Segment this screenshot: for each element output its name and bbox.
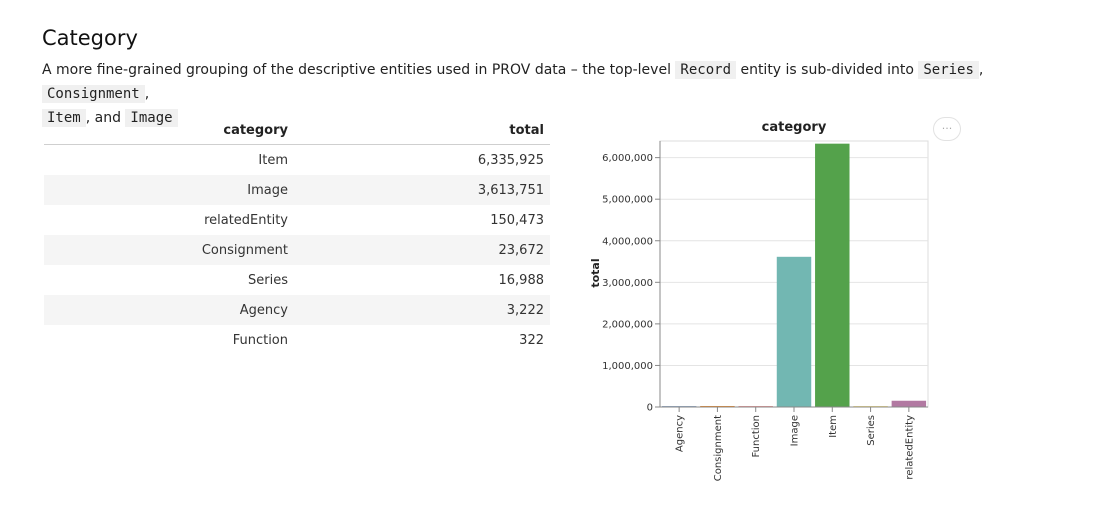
x-tick-label: Item bbox=[828, 415, 839, 438]
chart-title: category bbox=[762, 120, 827, 135]
axis-layer: 0 1,000,000 2,000,000 3,000,000 4,000,000 5,0… bbox=[602, 141, 928, 481]
cell-total: 16,988 bbox=[498, 272, 545, 288]
cell-total: 3,222 bbox=[294, 295, 550, 325]
description-separator-1: , bbox=[978, 62, 984, 78]
column-header-category: category bbox=[44, 116, 294, 145]
x-tick-label: Series bbox=[866, 415, 877, 446]
cell-category: relatedEntity bbox=[204, 212, 288, 228]
column-header-total: total bbox=[294, 116, 550, 145]
x-tick-label: Consignment bbox=[713, 415, 724, 481]
bar-Image[interactable] bbox=[776, 256, 812, 407]
x-tick-label: Agency bbox=[675, 415, 686, 452]
table-row: Consignment 23,672 bbox=[44, 235, 550, 265]
y-tick-label: 4,000,000 bbox=[602, 236, 653, 247]
table-header-row: category total bbox=[44, 116, 550, 145]
table-row: Item 6,335,925 bbox=[44, 145, 550, 176]
y-tick-label: 2,000,000 bbox=[602, 319, 653, 330]
cell-total: 322 bbox=[519, 332, 544, 348]
y-tick-label: 6,000,000 bbox=[602, 153, 653, 164]
cell-category: Series bbox=[248, 272, 288, 288]
code-record: Record bbox=[675, 61, 736, 79]
table-row: Agency 3,222 bbox=[44, 295, 550, 325]
section-title: Category bbox=[42, 26, 138, 50]
table-row: Function 322 bbox=[44, 325, 550, 355]
code-series: Series bbox=[918, 61, 979, 79]
x-tick-label: Function bbox=[751, 415, 762, 458]
table-row: Image 3,613,751 bbox=[44, 175, 550, 205]
description-text-2: entity is sub-divided into bbox=[740, 62, 914, 78]
description-separator-2: , bbox=[144, 86, 150, 102]
cell-total: 23,672 bbox=[294, 235, 550, 265]
cell-category: Consignment bbox=[44, 235, 294, 265]
cell-total: 6,335,925 bbox=[477, 152, 544, 168]
cell-total: 150,473 bbox=[490, 212, 544, 228]
y-tick-label: 0 bbox=[647, 403, 653, 414]
cell-category: Image bbox=[44, 175, 294, 205]
table-row: relatedEntity 150,473 bbox=[44, 205, 550, 235]
bar-relatedEntity[interactable] bbox=[891, 400, 927, 407]
category-bar-chart: category total 0 1,000,000 2,000,000 3,000,… bbox=[589, 120, 929, 481]
y-tick-label: 1,000,000 bbox=[602, 361, 653, 372]
cell-total: 3,613,751 bbox=[294, 175, 550, 205]
y-tick-label: 3,000,000 bbox=[602, 278, 653, 289]
bars-layer bbox=[661, 143, 927, 407]
y-tick-label: 5,000,000 bbox=[602, 195, 653, 206]
cell-category: Agency bbox=[44, 295, 294, 325]
x-tick-label: Image bbox=[790, 415, 801, 446]
table-row: Series 16,988 bbox=[44, 265, 550, 295]
x-tick-label: relatedEntity bbox=[904, 415, 915, 480]
cell-category: Function bbox=[232, 332, 288, 348]
bar-Item[interactable] bbox=[815, 143, 850, 407]
chart-actions-menu-button[interactable]: ··· bbox=[933, 117, 961, 141]
y-axis-title: total bbox=[589, 258, 602, 287]
cell-category: Item bbox=[258, 152, 288, 168]
description-text-1: A more fine-grained grouping of the desc… bbox=[42, 62, 671, 78]
code-consignment: Consignment bbox=[42, 85, 145, 103]
category-table: category total Item 6,335,925 Image 3,61… bbox=[44, 116, 550, 355]
